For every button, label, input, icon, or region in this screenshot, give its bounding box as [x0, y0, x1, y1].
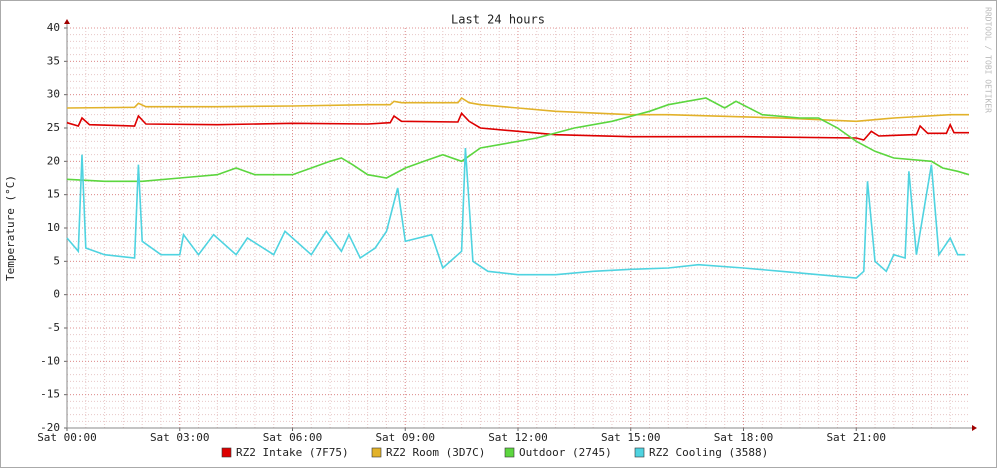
- axis-arrow: [64, 19, 70, 24]
- y-tick-label: 10: [47, 221, 60, 234]
- legend-swatch: [504, 447, 515, 458]
- series-line: [66, 96, 969, 123]
- y-tick-label: 25: [47, 121, 60, 134]
- series-line: [66, 111, 969, 141]
- x-tick-label: Sat 12:00: [488, 431, 548, 444]
- x-tick-label: Sat 21:00: [826, 431, 886, 444]
- y-tick-label: 30: [47, 88, 60, 101]
- legend-swatch: [634, 447, 645, 458]
- y-tick-label: 20: [47, 154, 60, 167]
- watermark: RRDTOOL / TOBI OETIKER: [984, 7, 993, 113]
- x-tick-label: Sat 09:00: [375, 431, 435, 444]
- x-tick-label: Sat 03:00: [150, 431, 210, 444]
- x-tick-label: Sat 15:00: [601, 431, 661, 444]
- y-tick-label: 0: [53, 288, 60, 301]
- y-tick-label: -20: [40, 421, 60, 434]
- y-tick-label: 5: [53, 254, 60, 267]
- y-tick-label: -10: [40, 354, 60, 367]
- legend-label: RZ2 Cooling (3588): [649, 446, 768, 459]
- legend-label: RZ2 Intake (7F75): [236, 446, 349, 459]
- y-axis-label: Temperature (°C): [4, 175, 17, 281]
- chart-title: Last 24 hours: [451, 13, 545, 27]
- y-tick-label: 40: [47, 21, 60, 34]
- x-tick-label: Sat 06:00: [263, 431, 323, 444]
- series-line: [66, 147, 966, 279]
- legend-label: RZ2 Room (3D7C): [386, 446, 485, 459]
- series-line: [66, 97, 970, 183]
- y-tick-label: 35: [47, 54, 60, 67]
- y-tick-label: -15: [40, 388, 60, 401]
- x-tick-label: Sat 18:00: [714, 431, 774, 444]
- x-tick-label: Sat 00:00: [37, 431, 97, 444]
- legend-swatch: [221, 447, 232, 458]
- legend-label: Outdoor (2745): [519, 446, 612, 459]
- axis-arrow: [972, 425, 977, 431]
- legend-swatch: [371, 447, 382, 458]
- y-tick-label: -5: [47, 321, 60, 334]
- y-tick-label: 15: [47, 188, 60, 201]
